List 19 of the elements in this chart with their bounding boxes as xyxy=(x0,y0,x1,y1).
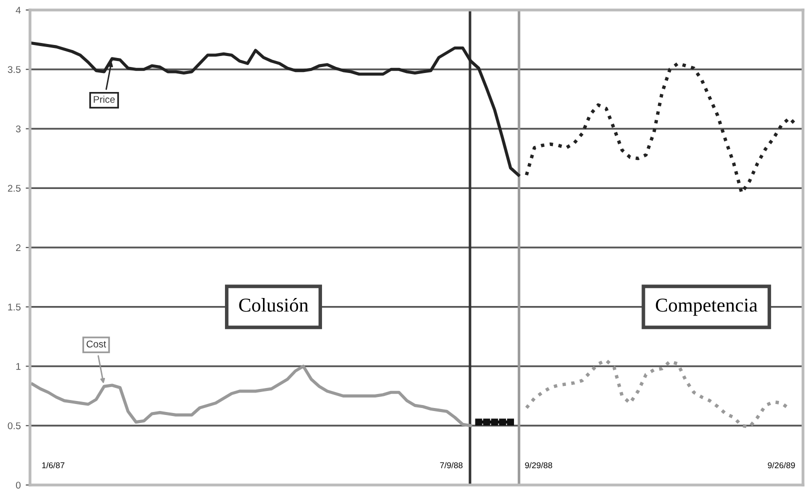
annotation: Colusión xyxy=(239,298,308,312)
annotation: Competencia xyxy=(656,298,758,316)
y-tick-label: 1.5 xyxy=(8,304,21,310)
annotation: 9/26/89 xyxy=(768,462,795,468)
annotation: 1/6/87 xyxy=(42,462,64,468)
line-series xyxy=(30,364,472,428)
y-tick-label: 0.5 xyxy=(8,422,21,430)
text: Cost xyxy=(86,340,106,348)
annotation: 7/9/88 xyxy=(440,462,463,468)
y-tick-label: 3.5 xyxy=(8,66,21,73)
y-tick-label: 0 xyxy=(16,482,21,489)
y-tick-label: 4 xyxy=(16,6,21,14)
text: Price xyxy=(94,96,115,103)
line-series xyxy=(30,42,520,177)
y-tick-label: 2 xyxy=(16,244,20,252)
y-tick-label: 3 xyxy=(16,125,21,132)
y-tick-label: 2.5 xyxy=(8,184,21,192)
annotation: 9/29/88 xyxy=(525,462,552,468)
y-tick-label: 1 xyxy=(16,363,20,370)
